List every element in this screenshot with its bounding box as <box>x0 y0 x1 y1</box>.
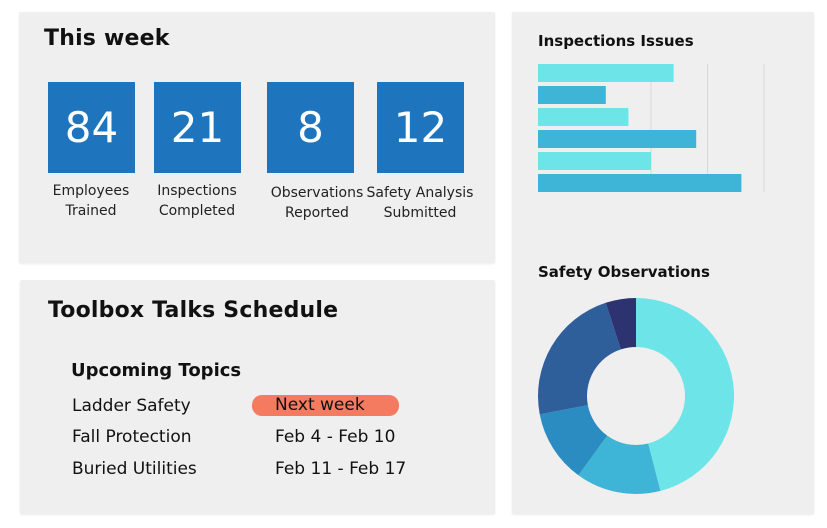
this-week-title: This week <box>44 26 170 51</box>
topic-buried-utilities: Buried Utilities <box>72 459 197 479</box>
safety-analysis-submitted-tile[interactable]: 12 <box>377 82 464 173</box>
employees-trained-tile[interactable]: 84 <box>48 82 135 173</box>
inspections-completed-label: Inspections Completed <box>157 183 237 219</box>
inspection-issue-bar[interactable] <box>538 174 742 192</box>
inspection-issue-bar[interactable] <box>538 86 606 104</box>
safety-observation-slice[interactable] <box>538 302 621 415</box>
topic-buried-utilities-date: Feb 11 - Feb 17 <box>275 459 407 479</box>
inspections-issues-bar-chart <box>538 64 765 192</box>
next-week-badge-label: Next week <box>275 395 365 415</box>
toolbox-title: Toolbox Talks Schedule <box>48 298 339 323</box>
this-week-card: This week 84 Employees Trained 21 Inspect… <box>19 12 495 263</box>
safety-observation-slice[interactable] <box>578 435 661 494</box>
inspections-issues-title: Inspections Issues <box>538 32 694 50</box>
topic-ladder-safety: Ladder Safety <box>72 396 191 416</box>
charts-card: Inspections Issues Safety Observations <box>512 12 814 514</box>
inspections-completed-tile[interactable]: 21 <box>154 82 241 173</box>
upcoming-topics-heading: Upcoming Topics <box>71 360 242 381</box>
topic-fall-protection-date: Feb 4 - Feb 10 <box>275 427 396 447</box>
inspection-issue-bar[interactable] <box>538 130 697 148</box>
safety-observation-slice[interactable] <box>636 298 734 491</box>
observations-reported-label: Observations Reported <box>270 185 364 221</box>
toolbox-talks-card: Toolbox Talks Schedule Upcoming Topics L… <box>20 280 495 514</box>
inspection-issue-bar[interactable] <box>538 108 629 126</box>
inspection-issue-bar[interactable] <box>538 152 651 170</box>
safety-observations-title: Safety Observations <box>538 263 710 281</box>
topic-fall-protection: Fall Protection <box>72 427 192 447</box>
observations-reported-tile[interactable]: 8 <box>267 82 354 173</box>
next-week-badge: Next week <box>252 395 399 416</box>
safety-observation-slice[interactable] <box>605 298 636 350</box>
safety-analysis-submitted-label: Safety Analysis Submitted <box>366 185 474 221</box>
employees-trained-label: Employees Trained <box>52 183 130 219</box>
safety-observations-donut-chart <box>538 298 734 494</box>
safety-observation-slice[interactable] <box>539 405 608 476</box>
inspection-issue-bar[interactable] <box>538 64 674 82</box>
